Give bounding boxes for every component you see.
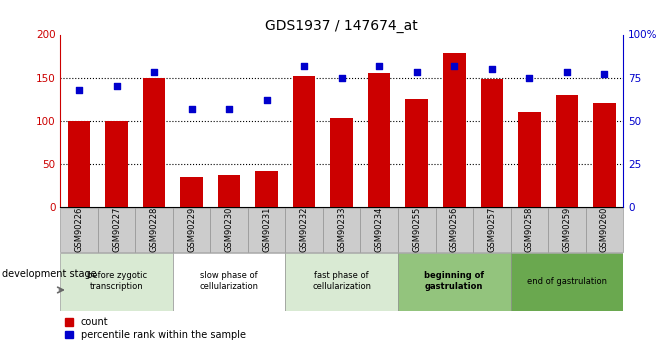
Bar — [218, 175, 241, 207]
Bar — [511, 253, 623, 310]
Point — [74, 87, 84, 92]
Bar — [443, 53, 466, 207]
Bar — [180, 177, 203, 207]
Point — [336, 75, 347, 80]
Text: GSM90256: GSM90256 — [450, 207, 459, 252]
Bar — [593, 103, 616, 207]
Bar — [473, 208, 511, 252]
Text: GSM90228: GSM90228 — [149, 207, 159, 252]
Point — [261, 97, 272, 103]
Point — [299, 63, 310, 68]
Bar — [285, 253, 398, 310]
Text: GSM90260: GSM90260 — [600, 207, 609, 252]
Text: GSM90255: GSM90255 — [412, 207, 421, 252]
Bar — [60, 208, 98, 252]
Title: GDS1937 / 147674_at: GDS1937 / 147674_at — [265, 19, 418, 33]
Point — [449, 63, 460, 68]
Text: GSM90258: GSM90258 — [525, 207, 534, 252]
Text: GSM90257: GSM90257 — [487, 207, 496, 252]
Bar — [68, 121, 90, 207]
Text: before zygotic
transcription: before zygotic transcription — [86, 272, 147, 291]
Bar — [436, 208, 473, 252]
Point — [111, 83, 122, 89]
Bar — [323, 208, 360, 252]
Text: GSM90227: GSM90227 — [112, 207, 121, 252]
Bar — [293, 76, 316, 207]
Text: slow phase of
cellularization: slow phase of cellularization — [200, 272, 259, 291]
Bar — [98, 208, 135, 252]
Bar — [210, 208, 248, 252]
Bar — [398, 253, 511, 310]
Bar — [143, 78, 165, 207]
Point — [149, 70, 159, 75]
Bar — [330, 118, 353, 207]
Bar — [360, 208, 398, 252]
Text: GSM90226: GSM90226 — [74, 207, 84, 252]
Text: GSM90232: GSM90232 — [299, 207, 309, 252]
Bar — [135, 208, 173, 252]
Text: end of gastrulation: end of gastrulation — [527, 277, 607, 286]
Bar — [255, 171, 278, 207]
Bar — [105, 121, 128, 207]
Text: development stage: development stage — [2, 269, 96, 279]
Text: GSM90229: GSM90229 — [187, 207, 196, 252]
Bar — [511, 208, 548, 252]
Point — [561, 70, 572, 75]
Bar — [285, 208, 323, 252]
Point — [224, 106, 234, 111]
Text: GSM90233: GSM90233 — [337, 207, 346, 252]
Bar — [480, 79, 503, 207]
Text: GSM90230: GSM90230 — [224, 207, 234, 252]
Point — [374, 63, 385, 68]
Bar — [555, 95, 578, 207]
Point — [186, 106, 197, 111]
Bar — [248, 208, 285, 252]
Text: GSM90234: GSM90234 — [375, 207, 384, 252]
Text: GSM90231: GSM90231 — [262, 207, 271, 252]
Bar — [398, 208, 436, 252]
Bar — [586, 208, 623, 252]
Point — [524, 75, 535, 80]
Bar — [60, 253, 173, 310]
Legend: count, percentile rank within the sample: count, percentile rank within the sample — [65, 317, 246, 340]
Point — [599, 71, 610, 77]
Bar — [368, 73, 391, 207]
Bar — [173, 253, 285, 310]
Point — [486, 66, 497, 72]
Bar — [173, 208, 210, 252]
Text: GSM90259: GSM90259 — [562, 207, 572, 252]
Bar — [518, 112, 541, 207]
Text: fast phase of
cellularization: fast phase of cellularization — [312, 272, 371, 291]
Bar — [548, 208, 586, 252]
Text: beginning of
gastrulation: beginning of gastrulation — [424, 272, 484, 291]
Bar — [405, 99, 428, 207]
Point — [411, 70, 422, 75]
